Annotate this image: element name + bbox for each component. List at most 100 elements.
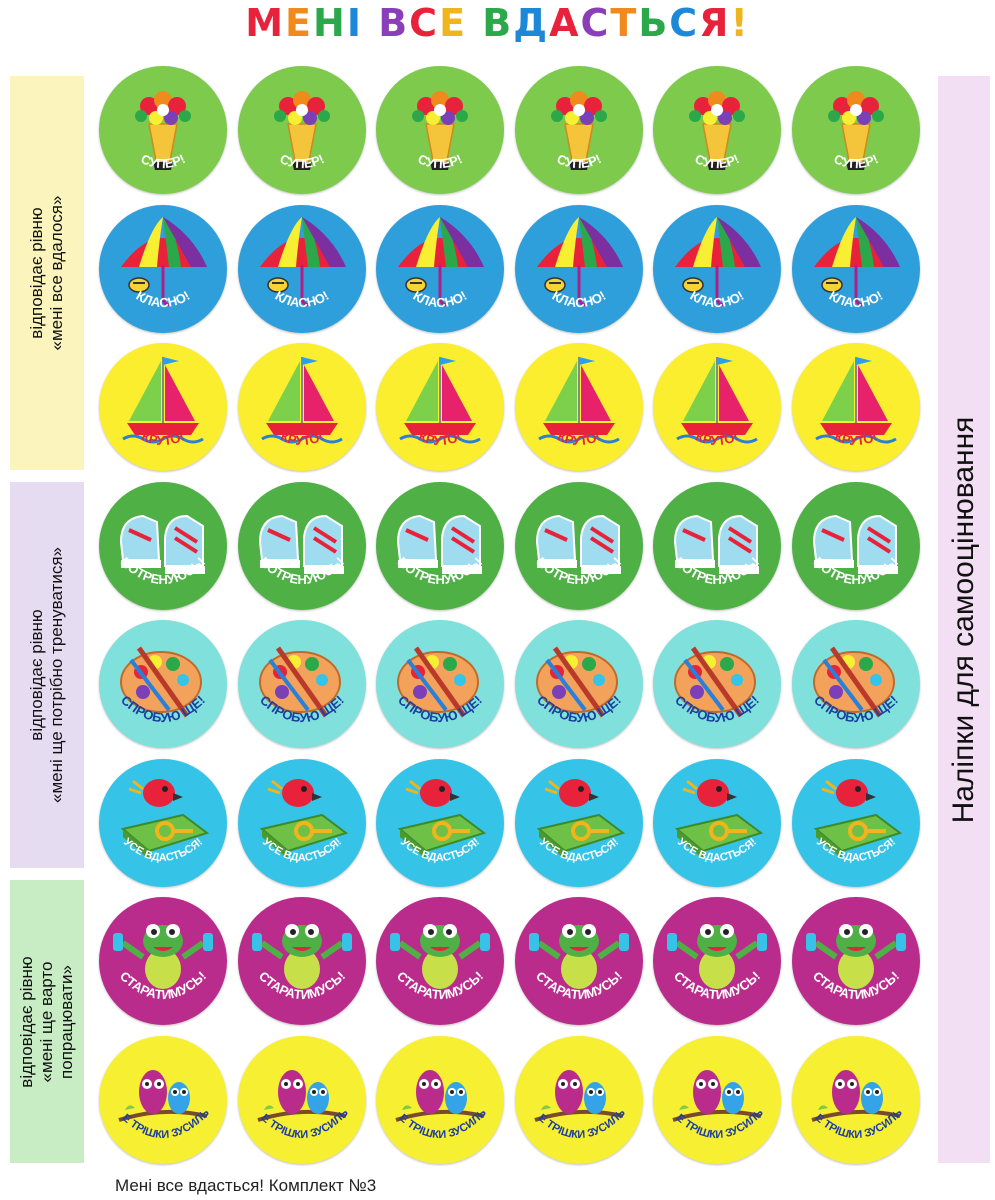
- sticker: КРУТО!: [376, 343, 504, 471]
- owls-icon: ЩЕ ТРІШКИ ЗУСИЛЬ!: [376, 1036, 489, 1141]
- umbrella-icon: КЛАСНО!: [259, 216, 346, 310]
- sticker-label: ПОТРЕНУЮСЬ!: [672, 554, 762, 587]
- palette-icon: СПРОБУЮ ЩЕ!: [118, 646, 208, 725]
- title-letter: Я: [699, 1, 731, 45]
- sticker: СТАРАТИМУСЬ!: [99, 897, 227, 1025]
- sticker-label: ПОТРЕНУЮСЬ!: [395, 554, 485, 587]
- sticker-label: ПОТРЕНУЮСЬ!: [810, 554, 900, 587]
- frog-icon: СТАРАТИМУСЬ!: [113, 924, 213, 1002]
- sticker: УСЕ ВДАСТЬСЯ!: [237, 758, 366, 887]
- level-label-line: попрацювати»: [57, 964, 76, 1079]
- sticker: СУПЕР!: [99, 66, 227, 194]
- sticker-label: КРУТО!: [416, 428, 463, 448]
- sticker: СПРОБУЮ ЩЕ!: [791, 620, 920, 748]
- sticker: ЩЕ ТРІШКИ ЗУСИЛЬ!: [514, 1035, 643, 1164]
- sticker: ЩЕ ТРІШКИ ЗУСИЛЬ!: [653, 1035, 781, 1164]
- sticker-row: ПОТРЕНУЮСЬ! ПОТРЕНУЮСЬ!: [96, 480, 930, 612]
- sticker-label: КРУТО!: [139, 428, 186, 448]
- palette-icon: СПРОБУЮ ЩЕ!: [395, 646, 485, 725]
- sticker: СУПЕР!: [376, 66, 504, 194]
- bouquet-icon: СУПЕР!: [689, 91, 745, 171]
- title-letter: [363, 0, 378, 46]
- sticker: ЩЕ ТРІШКИ ЗУСИЛЬ!: [237, 1035, 366, 1164]
- sticker-label: СУПЕР!: [554, 151, 603, 171]
- sticker: КЛАСНО!: [791, 204, 920, 333]
- sticker: ПОТРЕНУЮСЬ!: [791, 481, 920, 610]
- umbrella-icon: КЛАСНО!: [813, 216, 900, 310]
- sticker-label: КРУТО!: [693, 428, 740, 448]
- sticker: УСЕ ВДАСТЬСЯ!: [99, 758, 227, 887]
- frog-icon: СТАРАТИМУСЬ!: [390, 924, 490, 1002]
- frog-icon: СТАРАТИМУСЬ!: [528, 924, 629, 1002]
- sticker: КЛАСНО!: [237, 204, 366, 333]
- title-letter: В: [482, 1, 514, 45]
- title-letter: А: [549, 1, 581, 45]
- page-title: МЕНІ ВСЕ ВДАСТЬСЯ!: [0, 0, 995, 52]
- sticker-row: КРУТО! КРУТО! КРУТО!: [96, 341, 930, 473]
- title-letter: С: [669, 1, 700, 45]
- sticker: КРУТО!: [514, 343, 643, 471]
- title-letter: Е: [285, 1, 314, 45]
- sticker: УСЕ ВДАСТЬСЯ!: [514, 758, 643, 887]
- bouquet-icon: СУПЕР!: [135, 91, 191, 171]
- umbrella-icon: КЛАСНО!: [121, 216, 207, 310]
- sticker-label: КЛАСНО!: [272, 287, 331, 309]
- bouquet-icon: СУПЕР!: [412, 91, 468, 171]
- sneakers-icon: ПОТРЕНУЮСЬ!: [533, 514, 624, 587]
- frog-icon: СТАРАТИМУСЬ!: [805, 924, 906, 1002]
- sticker: СПРОБУЮ ЩЕ!: [653, 620, 781, 748]
- level-band-success: відповідає рівню «мені все вдалося»: [10, 76, 84, 470]
- sticker: ЩЕ ТРІШКИ ЗУСИЛЬ!: [99, 1035, 227, 1164]
- owls-icon: ЩЕ ТРІШКИ ЗУСИЛЬ!: [99, 1036, 212, 1141]
- sticker: ПОТРЕНУЮСЬ!: [99, 481, 227, 610]
- sticker-row: СПРОБУЮ ЩЕ! СПРОБУЮ ЩЕ!: [96, 618, 930, 750]
- sticker-label: КРУТО!: [555, 428, 602, 448]
- bird-book-icon: УСЕ ВДАСТЬСЯ!: [120, 778, 210, 864]
- sticker: СТАРАТИМУСЬ!: [514, 897, 643, 1025]
- title-letter: С: [580, 1, 611, 45]
- sticker-row: СУПЕР! СУПЕР! СУПЕР!: [96, 64, 930, 196]
- level-label-line: «мені ще варто: [37, 961, 56, 1082]
- sailboat-icon: КРУТО!: [676, 357, 758, 448]
- level-label-line: відповідає рівню: [27, 609, 46, 741]
- sticker-label: СУПЕР!: [139, 151, 188, 171]
- bouquet-icon: СУПЕР!: [827, 91, 884, 171]
- sticker: УСЕ ВДАСТЬСЯ!: [791, 758, 920, 887]
- sticker-label: КЛАСНО!: [688, 287, 747, 309]
- sticker: КЛАСНО!: [99, 204, 227, 333]
- palette-icon: СПРОБУЮ ЩЕ!: [672, 646, 762, 725]
- sticker-label: ПОТРЕНУЮСЬ!: [256, 554, 346, 587]
- sticker: СТАРАТИМУСЬ!: [237, 897, 366, 1025]
- sticker-label: ПОТРЕНУЮСЬ!: [118, 554, 208, 587]
- title-letter: Д: [513, 1, 550, 45]
- level-label-line: «мені ще потрібно тренуватися»: [47, 546, 66, 804]
- level-label-line: відповідає рівню: [27, 207, 46, 339]
- title-letter: Т: [610, 1, 639, 45]
- level-band-practice: відповідає рівню «мені ще потрібно трену…: [10, 482, 84, 868]
- self-assessment-label: Наліпки для самооцінювання: [947, 416, 980, 823]
- sticker-label: КРУТО!: [832, 428, 879, 448]
- sticker-grid: СУПЕР! СУПЕР! СУПЕР!: [96, 64, 930, 1174]
- sailboat-icon: КРУТО!: [814, 357, 897, 448]
- owls-icon: ЩЕ ТРІШКИ ЗУСИЛЬ!: [238, 1036, 351, 1141]
- umbrella-icon: КЛАСНО!: [675, 216, 761, 310]
- sailboat-icon: КРУТО!: [122, 357, 204, 448]
- title-letter: Е: [439, 1, 468, 45]
- sticker-row: УСЕ ВДАСТЬСЯ! УСЕ ВДАСТЬСЯ!: [96, 757, 930, 889]
- owls-icon: ЩЕ ТРІШКИ ЗУСИЛЬ!: [792, 1036, 905, 1141]
- sailboat-icon: КРУТО!: [260, 357, 343, 448]
- sailboat-icon: КРУТО!: [537, 357, 620, 448]
- owls-icon: ЩЕ ТРІШКИ ЗУСИЛЬ!: [515, 1036, 628, 1141]
- sticker: СУПЕР!: [791, 66, 920, 194]
- sticker: СУПЕР!: [514, 66, 643, 194]
- sticker: КРУТО!: [99, 343, 227, 471]
- title-letter: Н: [313, 1, 347, 45]
- owls-icon: ЩЕ ТРІШКИ ЗУСИЛЬ!: [653, 1036, 766, 1141]
- bird-book-icon: УСЕ ВДАСТЬСЯ!: [536, 778, 625, 864]
- level-label-line: відповідає рівню: [17, 955, 36, 1088]
- bird-book-icon: УСЕ ВДАСТЬСЯ!: [674, 778, 764, 864]
- sticker-label: СУПЕР!: [693, 151, 742, 171]
- title-letter: С: [409, 1, 440, 45]
- bird-book-icon: УСЕ ВДАСТЬСЯ!: [813, 778, 902, 864]
- sticker: КРУТО!: [653, 343, 781, 471]
